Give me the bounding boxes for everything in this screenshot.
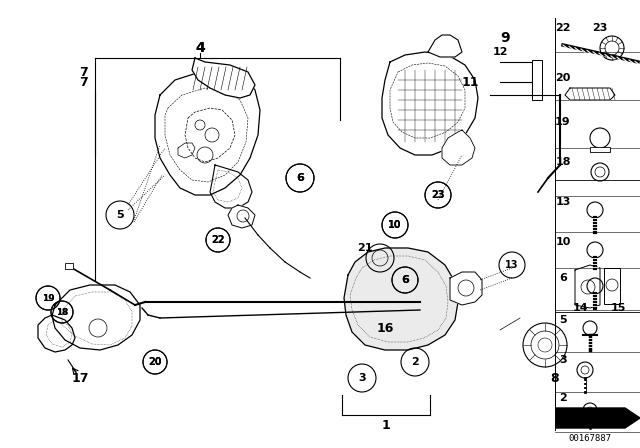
Text: 20: 20 — [148, 357, 162, 367]
Text: 9: 9 — [500, 31, 510, 45]
Text: 18: 18 — [56, 307, 68, 316]
Polygon shape — [185, 108, 235, 162]
Text: 6: 6 — [296, 173, 304, 183]
Bar — [604, 268, 620, 304]
Text: 19: 19 — [555, 117, 571, 127]
Text: 10: 10 — [388, 220, 402, 230]
Polygon shape — [344, 248, 458, 350]
Polygon shape — [52, 285, 140, 350]
Text: 00167887: 00167887 — [568, 434, 611, 443]
Text: 2: 2 — [411, 357, 419, 367]
Text: 16: 16 — [376, 322, 394, 335]
Bar — [590, 147, 610, 152]
Polygon shape — [210, 165, 252, 208]
Text: 21: 21 — [357, 243, 372, 253]
Text: 1: 1 — [381, 418, 390, 431]
Text: 3: 3 — [559, 355, 567, 365]
Text: 10: 10 — [556, 237, 571, 247]
Polygon shape — [192, 58, 255, 98]
Bar — [65, 263, 73, 269]
Text: 20: 20 — [556, 73, 571, 83]
Polygon shape — [450, 272, 482, 305]
Text: 12: 12 — [492, 47, 508, 57]
Text: 23: 23 — [431, 190, 445, 200]
Text: 22: 22 — [556, 23, 571, 33]
Text: 2: 2 — [559, 393, 567, 403]
Text: 20: 20 — [148, 357, 162, 367]
Text: 4: 4 — [195, 41, 205, 55]
Polygon shape — [575, 265, 600, 308]
Polygon shape — [38, 315, 75, 352]
Polygon shape — [382, 52, 478, 155]
Text: 10: 10 — [388, 220, 402, 230]
Text: 19: 19 — [42, 293, 54, 302]
Text: 23: 23 — [431, 190, 445, 200]
Text: 22: 22 — [211, 235, 225, 245]
Text: 6: 6 — [401, 275, 409, 285]
Bar — [532, 60, 542, 100]
Polygon shape — [428, 35, 462, 57]
Text: 5: 5 — [559, 315, 567, 325]
Text: 13: 13 — [505, 260, 519, 270]
Text: 6: 6 — [559, 273, 567, 283]
Text: 7: 7 — [79, 76, 88, 89]
Text: 18: 18 — [56, 307, 68, 316]
Text: 6: 6 — [296, 173, 304, 183]
Polygon shape — [228, 205, 255, 228]
Text: 19: 19 — [42, 293, 54, 302]
Polygon shape — [565, 88, 615, 100]
Text: 4: 4 — [195, 41, 205, 55]
Text: 8: 8 — [550, 371, 559, 384]
Text: 17: 17 — [71, 371, 89, 384]
Text: 13: 13 — [556, 197, 571, 207]
Text: 6: 6 — [401, 275, 409, 285]
Polygon shape — [556, 408, 640, 428]
Text: 5: 5 — [116, 210, 124, 220]
Text: 3: 3 — [358, 373, 366, 383]
Text: 14: 14 — [572, 303, 588, 313]
Text: 23: 23 — [592, 23, 608, 33]
Text: 18: 18 — [556, 157, 571, 167]
Text: 7: 7 — [79, 65, 88, 78]
Text: 22: 22 — [211, 235, 225, 245]
Polygon shape — [442, 130, 475, 165]
Polygon shape — [178, 143, 195, 158]
Polygon shape — [155, 72, 260, 195]
Text: 11: 11 — [461, 76, 479, 89]
Text: 15: 15 — [611, 303, 626, 313]
